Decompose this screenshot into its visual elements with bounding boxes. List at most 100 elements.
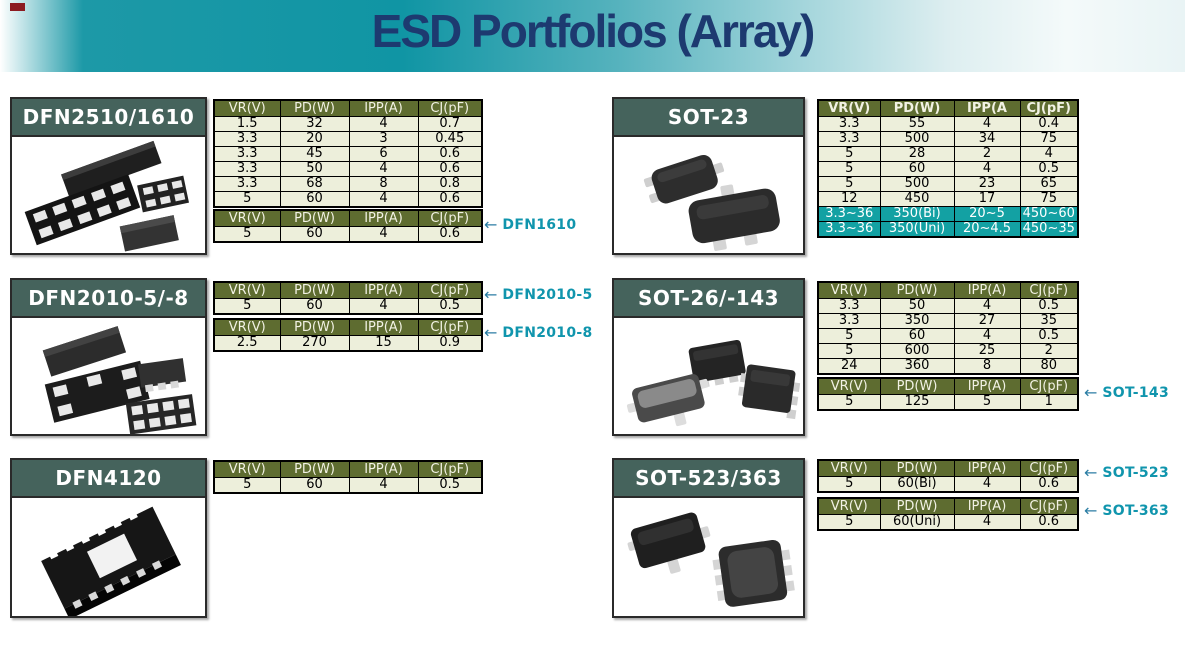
chip-photo-sot23: [614, 137, 803, 253]
table-cell: 0.45: [417, 131, 483, 147]
table-cell: 68: [279, 176, 350, 192]
table-row: 2.5 270 15 0.9: [213, 335, 483, 352]
chip-illustration-sot: [643, 154, 780, 251]
table-cell: 50: [879, 298, 955, 314]
table-cell: 5: [213, 191, 281, 208]
column-header: CJ(pF): [417, 99, 483, 117]
table-cell: 350(Bi): [879, 206, 955, 222]
table-cell: 360: [879, 358, 955, 375]
table-cell: 600: [879, 343, 955, 359]
panel-dfn2510-1610: DFN2510/1610: [10, 97, 207, 255]
callout-label: DFN2010-5: [502, 287, 593, 303]
table-row: 5 125 5 1: [817, 394, 1079, 411]
left-arrow-icon: ←: [484, 285, 498, 304]
panel-sot23: SOT-23: [612, 97, 805, 255]
column-header: CJ(pF): [417, 281, 483, 299]
callout-label: SOT-363: [1102, 503, 1170, 519]
column-header: IPP(A): [348, 209, 419, 227]
table-cell: 4: [348, 116, 419, 132]
table-cell: 1: [1019, 394, 1079, 411]
table-row: 24 360 8 80: [817, 358, 1079, 375]
callout-label: DFN1610: [502, 217, 577, 233]
chip-photo-dfn2010: [12, 318, 205, 434]
column-header: PD(W): [879, 459, 955, 477]
spec-table-dfn4120: VR(V) PD(W) IPP(A) CJ(pF) 5 60 4 0.5: [213, 460, 483, 494]
table-cell: 45: [279, 146, 350, 162]
table-cell: 20: [279, 131, 350, 147]
spec-table-sot363: VR(V) PD(W) IPP(A) CJ(pF) 5 60(Uni) 4 0.6: [817, 497, 1079, 531]
table-cell: 20~4.5: [953, 221, 1021, 238]
table-row: 5 60 4 0.5: [213, 298, 483, 315]
chip-illustration-dfn: [42, 326, 197, 434]
column-header: PD(W): [879, 281, 955, 299]
panel-title-sot23: SOT-23: [614, 99, 803, 137]
table-cell: 0.6: [417, 226, 483, 243]
column-header: IPP(A): [348, 281, 419, 299]
column-header: VR(V): [817, 281, 881, 299]
column-header: IPP(A): [953, 497, 1021, 515]
table-cell: 3.3: [213, 161, 281, 177]
table-cell: 27: [953, 313, 1021, 329]
table-cell: 5: [817, 476, 881, 493]
table-row: 5 600 25 2: [817, 343, 1079, 359]
chip-photo-sot523: [614, 498, 803, 616]
table-cell: 5: [213, 298, 281, 315]
table-cell: 0.6: [417, 146, 483, 162]
table-cell: 4: [953, 328, 1021, 344]
table-cell: 4: [348, 226, 419, 243]
table-cell: 5: [213, 226, 281, 243]
table-row: 3.3 45 6 0.6: [213, 146, 483, 162]
table-row: 3.3 50 4 0.5: [817, 298, 1079, 314]
table-row: 3.3 68 8 0.8: [213, 176, 483, 192]
table-row: 5 60 4 0.6: [213, 226, 483, 243]
column-header: VR(V): [817, 497, 881, 515]
table-cell: 0.6: [417, 161, 483, 177]
table-cell: 3.3: [817, 313, 881, 329]
table-cell: 500: [879, 131, 955, 147]
table-cell: 4: [953, 476, 1021, 493]
spec-table-sot26: VR(V) PD(W) IPP(A) CJ(pF) 3.3 50 4 0.5 3.3 350 27 3…: [817, 281, 1079, 375]
column-header: IPP(A): [348, 318, 419, 336]
callout-sot363: ← SOT-363: [1084, 503, 1170, 520]
chip-photo-sot26: [614, 318, 803, 434]
column-header: PD(W): [879, 99, 955, 117]
table-cell: 0.4: [1019, 116, 1079, 132]
table-cell: 4: [348, 161, 419, 177]
table-cell: 450: [879, 191, 955, 207]
table-cell: 60: [279, 477, 350, 494]
table-cell: 3.3: [817, 298, 881, 314]
table-row: 5 500 23 65: [817, 176, 1079, 192]
panel-title-dfn2010: DFN2010-5/-8: [12, 280, 205, 318]
column-header: CJ(pF): [1019, 281, 1079, 299]
column-header: CJ(pF): [417, 460, 483, 478]
table-row: 3.3 20 3 0.45: [213, 131, 483, 147]
table-cell: 2.5: [213, 335, 281, 352]
column-header: VR(V): [213, 209, 281, 227]
table-cell: 75: [1019, 191, 1079, 207]
table-cell: 24: [817, 358, 881, 375]
table-row: 5 60 4 0.5: [817, 161, 1079, 177]
table-row: 12 450 17 75: [817, 191, 1079, 207]
table-cell: 5: [953, 394, 1021, 411]
panel-sot523: SOT-523/363: [612, 458, 805, 618]
table-cell: 15: [348, 335, 419, 352]
table-row: 3.3 50 4 0.6: [213, 161, 483, 177]
table-cell: 32: [279, 116, 350, 132]
table-cell: 0.5: [1019, 298, 1079, 314]
table-cell: 5: [817, 176, 881, 192]
column-header: VR(V): [817, 459, 881, 477]
table-row: 3.3~36 350(Uni) 20~4.5 450~35: [817, 221, 1079, 238]
table-cell: 4: [348, 477, 419, 494]
column-header: IPP(A): [953, 377, 1021, 395]
panel-dfn2010: DFN2010-5/-8: [10, 278, 207, 436]
panel-dfn4120: DFN4120: [10, 458, 207, 618]
table-cell: 35: [1019, 313, 1079, 329]
callout-sot523: ← SOT-523: [1084, 465, 1170, 482]
table-cell: 75: [1019, 131, 1079, 147]
callout-label: SOT-523: [1102, 465, 1170, 481]
table-row: 5 60(Uni) 4 0.6: [817, 514, 1079, 531]
table-cell: 3.3~36: [817, 221, 881, 238]
column-header: VR(V): [213, 281, 281, 299]
panel-sot26: SOT-26/-143: [612, 278, 805, 436]
